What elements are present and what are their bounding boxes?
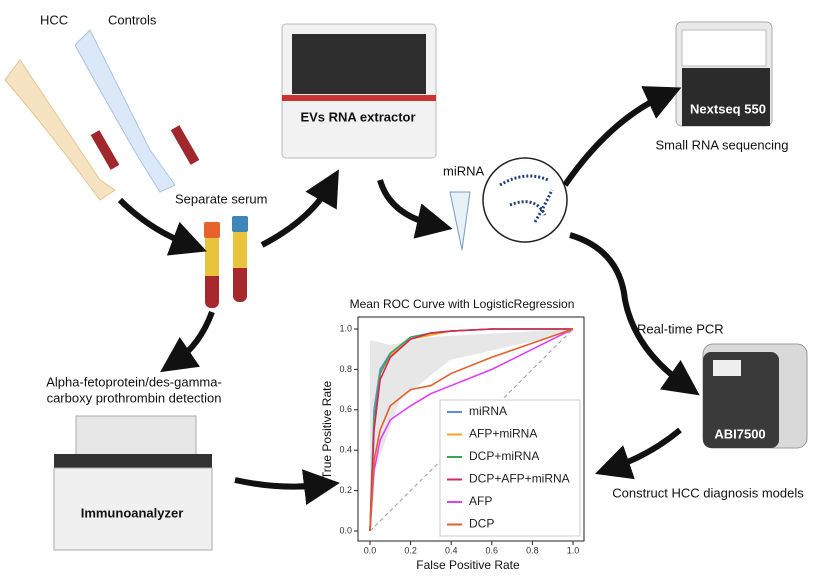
arm-hcc: [4, 59, 116, 201]
legend-label: miRNA: [469, 404, 507, 418]
label: Small RNA sequencing: [656, 137, 789, 152]
abi7500: [702, 343, 808, 449]
x-tick-label: 1.0: [567, 545, 580, 555]
label: carboxy prothrombin detection: [47, 390, 222, 405]
y-axis-label: True Positive Rate: [320, 381, 334, 480]
roc-curve: [369, 328, 574, 532]
x-tick-label: 0.6: [486, 545, 499, 555]
label: Construct HCC diagnosis models: [612, 485, 804, 500]
roc-curve: [369, 328, 574, 532]
mirna-strands: [499, 174, 554, 223]
legend-label: AFP+miRNA: [469, 427, 537, 441]
x-tick-label: 0.2: [404, 545, 417, 555]
arm-control: [74, 29, 176, 193]
chart-title: Mean ROC Curve with LogisticRegression: [350, 297, 575, 311]
arrows: [117, 86, 700, 505]
label: EVs RNA extractor: [300, 109, 415, 124]
label: Separate serum: [175, 191, 268, 206]
x-tick-label: 0.8: [526, 545, 539, 555]
nextseq: [675, 21, 773, 127]
y-tick-label: 0.6: [339, 404, 352, 414]
rna-extractor: [281, 23, 437, 159]
y-tick-label: 0.0: [339, 525, 352, 535]
confidence-band: [370, 329, 573, 531]
label: Controls: [108, 12, 157, 27]
y-tick-label: 1.0: [339, 323, 352, 333]
x-tick-label: 0.4: [445, 545, 458, 555]
legend-label: AFP: [469, 494, 492, 508]
zoom-circle: [482, 157, 568, 243]
y-tick-label: 0.2: [339, 485, 352, 495]
roc-curve: [369, 328, 573, 532]
legend-label: DCP: [469, 517, 494, 531]
blood-tube: [90, 130, 120, 170]
blood-tube: [170, 125, 200, 165]
label: Nextseq 550: [690, 101, 766, 116]
x-tick-label: 0.0: [364, 545, 377, 555]
label: Immunoanalyzer: [81, 505, 184, 520]
legend-label: DCP+miRNA: [469, 449, 539, 463]
immunoanalyzer: [53, 415, 213, 551]
label: HCC: [40, 12, 68, 27]
x-axis-label: False Positive Rate: [416, 558, 520, 572]
y-tick-label: 0.8: [339, 364, 352, 374]
label: Alpha-fetoprotein/des-gamma-: [46, 374, 222, 389]
legend-label: DCP+AFP+miRNA: [469, 472, 570, 486]
eppendorf-tube: [449, 191, 471, 251]
label: Real-time PCR: [637, 321, 724, 336]
serum-tubes: [204, 216, 248, 308]
label: ABI7500: [714, 426, 765, 441]
label: miRNA: [443, 163, 484, 178]
y-tick-label: 0.4: [339, 445, 352, 455]
legend-box: [439, 399, 581, 537]
